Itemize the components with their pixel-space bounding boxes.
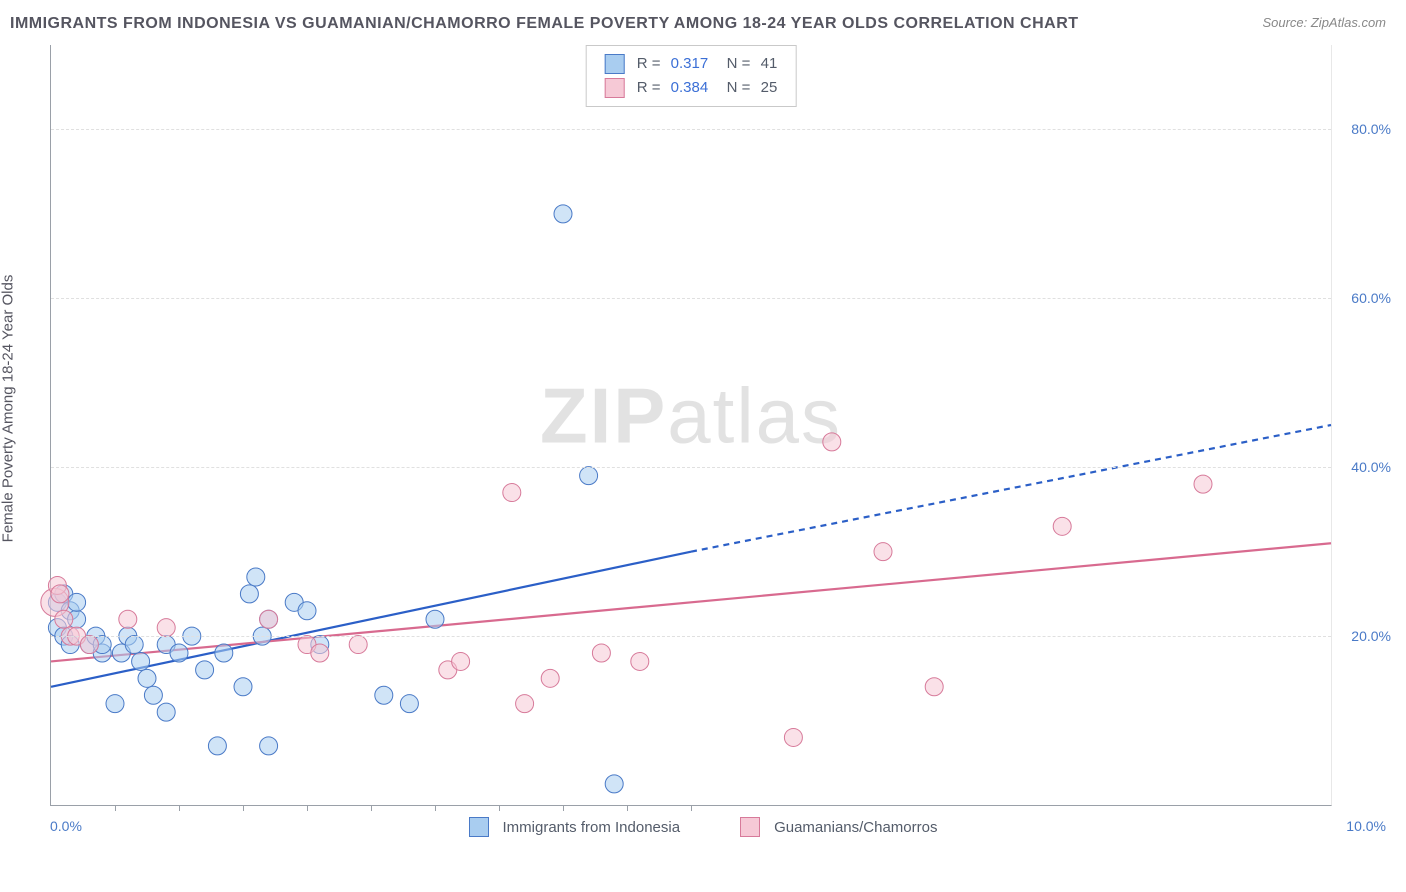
y-axis-title: Female Poverty Among 18-24 Year Olds bbox=[0, 275, 17, 543]
legend-swatch bbox=[469, 817, 489, 837]
scatter-point bbox=[55, 610, 73, 628]
legend-label: Immigrants from Indonesia bbox=[503, 819, 681, 836]
chart-header: IMMIGRANTS FROM INDONESIA VS GUAMANIAN/C… bbox=[0, 0, 1406, 40]
scatter-point bbox=[925, 678, 943, 696]
plot-area: ZIPatlas R = 0.317 N = 41R = 0.384 N = 2… bbox=[50, 45, 1332, 806]
scatter-point bbox=[138, 669, 156, 687]
y-axis-tick-label: 20.0% bbox=[1336, 628, 1391, 644]
scatter-point bbox=[157, 703, 175, 721]
scatter-point bbox=[541, 669, 559, 687]
scatter-point bbox=[125, 636, 143, 654]
scatter-point bbox=[503, 484, 521, 502]
scatter-point bbox=[234, 678, 252, 696]
scatter-point bbox=[215, 644, 233, 662]
scatter-point bbox=[349, 636, 367, 654]
chart-title: IMMIGRANTS FROM INDONESIA VS GUAMANIAN/C… bbox=[10, 15, 1079, 33]
scatter-point bbox=[311, 644, 329, 662]
scatter-point bbox=[375, 686, 393, 704]
scatter-point bbox=[157, 619, 175, 637]
x-axis-tick bbox=[243, 805, 244, 811]
scatter-point bbox=[516, 695, 534, 713]
trend-line bbox=[51, 543, 1331, 661]
gridline-h bbox=[51, 467, 1331, 468]
gridline-h bbox=[51, 129, 1331, 130]
scatter-point bbox=[80, 636, 98, 654]
scatter-point bbox=[1053, 517, 1071, 535]
legend-bottom: Immigrants from Indonesia Guamanians/Cham… bbox=[0, 817, 1406, 837]
scatter-point bbox=[260, 737, 278, 755]
scatter-point bbox=[631, 652, 649, 670]
scatter-point bbox=[298, 602, 316, 620]
scatter-point bbox=[51, 585, 69, 603]
scatter-point bbox=[132, 652, 150, 670]
scatter-point bbox=[580, 467, 598, 485]
scatter-point bbox=[196, 661, 214, 679]
scatter-point bbox=[170, 644, 188, 662]
source-label: Source: ZipAtlas.com bbox=[1262, 15, 1386, 30]
y-axis-tick-label: 40.0% bbox=[1336, 459, 1391, 475]
scatter-point bbox=[247, 568, 265, 586]
scatter-point bbox=[68, 593, 86, 611]
x-axis-tick bbox=[179, 805, 180, 811]
x-axis-tick bbox=[499, 805, 500, 811]
scatter-point bbox=[784, 728, 802, 746]
scatter-point bbox=[119, 610, 137, 628]
x-axis-tick bbox=[435, 805, 436, 811]
x-axis-tick bbox=[115, 805, 116, 811]
x-axis-tick bbox=[627, 805, 628, 811]
gridline-h bbox=[51, 298, 1331, 299]
legend-swatch bbox=[740, 817, 760, 837]
scatter-point bbox=[452, 652, 470, 670]
x-axis-tick bbox=[691, 805, 692, 811]
y-axis-tick-label: 60.0% bbox=[1336, 290, 1391, 306]
trend-line-dashed bbox=[691, 425, 1331, 552]
scatter-point bbox=[823, 433, 841, 451]
scatter-point bbox=[592, 644, 610, 662]
x-axis-tick bbox=[563, 805, 564, 811]
scatter-point bbox=[106, 695, 124, 713]
y-axis-tick-label: 80.0% bbox=[1336, 121, 1391, 137]
scatter-point bbox=[208, 737, 226, 755]
scatter-point bbox=[240, 585, 258, 603]
scatter-point bbox=[426, 610, 444, 628]
scatter-point bbox=[144, 686, 162, 704]
legend-label: Guamanians/Chamorros bbox=[774, 819, 937, 836]
scatter-point bbox=[874, 543, 892, 561]
scatter-point bbox=[400, 695, 418, 713]
legend-bottom-item: Immigrants from Indonesia bbox=[469, 817, 681, 837]
x-axis-tick bbox=[371, 805, 372, 811]
chart-svg bbox=[51, 45, 1331, 805]
scatter-point bbox=[605, 775, 623, 793]
gridline-h bbox=[51, 636, 1331, 637]
legend-bottom-item: Guamanians/Chamorros bbox=[740, 817, 937, 837]
scatter-point bbox=[260, 610, 278, 628]
scatter-point bbox=[554, 205, 572, 223]
x-axis-tick bbox=[307, 805, 308, 811]
scatter-point bbox=[1194, 475, 1212, 493]
